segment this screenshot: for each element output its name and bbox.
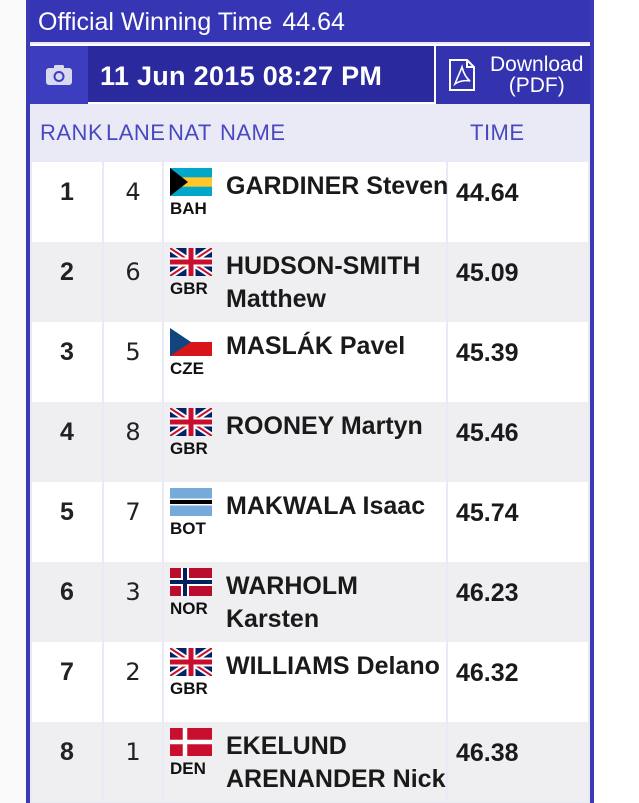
lane-cell: 2 (125, 658, 141, 686)
time-cell: 44.64 (456, 179, 519, 207)
winning-time-bar: Official Winning Time 44.64 (30, 0, 590, 42)
winning-time-value: 44.64 (282, 8, 345, 36)
flag-norway-icon (170, 568, 212, 596)
results-panel: Official Winning Time 44.64 11 Jun 2015 0… (26, 0, 594, 803)
rank-cell: 3 (60, 338, 74, 366)
rank-cell: 7 (60, 658, 74, 686)
lane-cell: 3 (125, 578, 141, 606)
table-row[interactable]: 2 6 GBR HUDSON-SMITH Matthew 45.09 (32, 242, 588, 322)
time-cell: 46.32 (456, 659, 519, 687)
download-pdf-button[interactable]: Download (PDF) (434, 46, 590, 104)
lane-cell: 4 (125, 178, 141, 206)
column-header-nat: NAT (168, 120, 212, 145)
time-cell: 45.46 (456, 419, 519, 447)
lane-cell: 1 (125, 738, 141, 766)
table-row[interactable]: 1 4 BAH GARDINER Steven 44.64 (32, 162, 588, 242)
column-header-time: TIME (470, 120, 525, 145)
flag-great-britain-icon (170, 248, 212, 276)
nat-code: BAH (170, 199, 207, 218)
camera-icon (46, 65, 72, 85)
nat-code: GBR (170, 439, 208, 458)
athlete-name[interactable]: EKELUND ARENANDER Nick (226, 732, 446, 793)
rank-cell: 8 (60, 738, 74, 766)
flag-czech-republic-icon (170, 328, 212, 356)
time-cell: 46.38 (456, 739, 519, 767)
table-row[interactable]: 8 1 DEN EKELUND ARENANDER Nick 46.38 (32, 722, 588, 802)
page-margin-left (0, 0, 26, 803)
nat-code: GBR (170, 279, 208, 298)
athlete-name[interactable]: WILLIAMS Delano (226, 652, 440, 680)
table-row[interactable]: 3 5 CZE MASLÁK Pavel 45.39 (32, 322, 588, 402)
flag-denmark-icon (170, 728, 212, 756)
nat-code: BOT (170, 519, 206, 538)
rank-cell: 2 (60, 258, 74, 286)
rank-cell: 1 (60, 178, 74, 206)
time-cell: 45.09 (456, 259, 519, 287)
lane-cell: 8 (125, 418, 141, 446)
nat-code: CZE (170, 359, 204, 378)
column-header-lane: LANE (106, 120, 166, 145)
flag-great-britain-icon (170, 648, 212, 676)
time-cell: 45.74 (456, 499, 519, 527)
athlete-name[interactable]: WARHOLM Karsten (226, 572, 358, 633)
lane-cell: 5 (125, 338, 141, 366)
nat-code: DEN (170, 759, 206, 778)
athlete-name[interactable]: HUDSON-SMITH Matthew (226, 252, 421, 313)
winning-time-label: Official Winning Time (38, 8, 273, 36)
lane-cell: 7 (125, 498, 141, 526)
time-cell: 45.39 (456, 339, 519, 367)
flag-bahamas-icon (170, 168, 212, 196)
results-table: 1 4 BAH GARDINER Steven 44.64 2 6 (32, 162, 588, 802)
athlete-name[interactable]: ROONEY Martyn (226, 412, 423, 440)
time-cell: 46.23 (456, 579, 519, 607)
table-row[interactable]: 7 2 GBR WILLIAMS Delano 46.32 (32, 642, 588, 722)
athlete-name[interactable]: MASLÁK Pavel (226, 332, 406, 360)
lane-cell: 6 (125, 258, 141, 286)
rank-cell: 6 (60, 578, 74, 606)
column-header-name: NAME (220, 120, 286, 145)
race-datetime: 11 Jun 2015 08:27 PM (100, 61, 383, 91)
nat-code: NOR (170, 599, 208, 618)
camera-button[interactable] (30, 46, 88, 104)
flag-botswana-icon (170, 488, 212, 516)
date-bar: 11 Jun 2015 08:27 PM Download (PDF) (30, 44, 590, 104)
rank-cell: 4 (60, 418, 74, 446)
table-row[interactable]: 4 8 GBR ROONEY Martyn 45.46 (32, 402, 588, 482)
table-row[interactable]: 6 3 NOR WARHOLM Karsten 46.23 (32, 562, 588, 642)
table-row[interactable]: 5 7 BOT MAKWALA Isaac 45.74 (32, 482, 588, 562)
page-margin-right (594, 0, 639, 803)
column-header-rank: RANK (40, 120, 104, 145)
download-format-label: (PDF) (508, 74, 565, 97)
rank-cell: 5 (60, 498, 74, 526)
athlete-name[interactable]: GARDINER Steven (226, 172, 449, 200)
flag-great-britain-icon (170, 408, 212, 436)
download-label: Download (490, 53, 584, 76)
athlete-name[interactable]: MAKWALA Isaac (226, 492, 426, 520)
pdf-file-icon (449, 59, 475, 91)
nat-code: GBR (170, 679, 208, 698)
